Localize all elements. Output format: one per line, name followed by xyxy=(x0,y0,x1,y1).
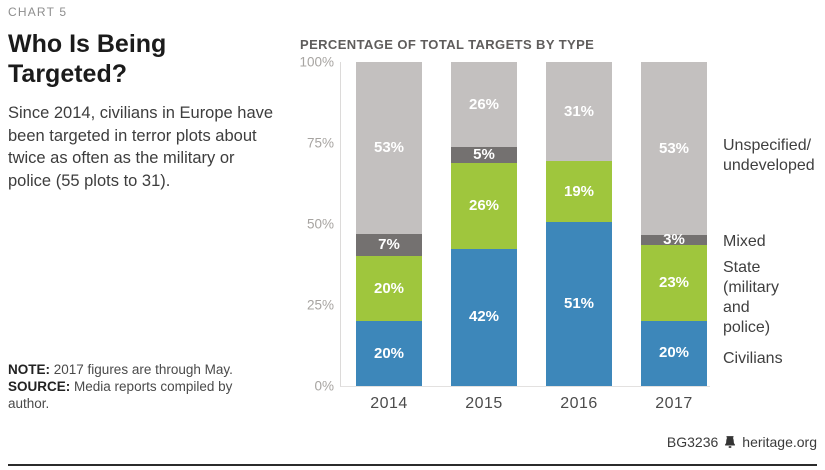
x-axis-label-2017: 2017 xyxy=(655,395,693,412)
stacked-bar-2016: 51% 19% 31% xyxy=(546,62,612,386)
bar-segment-mixed-2014: 7% xyxy=(356,233,422,257)
bar-segment-state-military-and-police-2014: 20% xyxy=(356,256,422,322)
y-axis-tick-75: 75% xyxy=(306,135,334,151)
y-axis-tick-50: 50% xyxy=(306,216,334,232)
bar-segment-state-military-and-police-2017: 23% xyxy=(641,245,707,321)
document-id: BG3236 xyxy=(666,434,719,450)
bar-segment-value: 20% xyxy=(373,279,405,297)
bar-segment-value: 19% xyxy=(563,182,595,200)
bar-segment-mixed-2017: 3% xyxy=(641,231,707,249)
y-axis-tick-25: 25% xyxy=(306,297,334,313)
bar-segment-state-military-and-police-2016: 19% xyxy=(546,161,612,223)
note-label: NOTE: xyxy=(8,362,50,377)
legend-label-civilians: Civilians xyxy=(723,350,783,367)
y-axis-tick-0: 0% xyxy=(314,378,334,394)
bar-segment-unspecified-undeveloped-2016: 31% xyxy=(546,62,612,162)
bottom-rule xyxy=(8,464,817,466)
bar-segment-value: 51% xyxy=(563,295,595,313)
bar-segment-mixed-2015: 5% xyxy=(451,146,517,164)
note-text: 2017 figures are through May. xyxy=(53,362,233,377)
x-axis-label-2014: 2014 xyxy=(370,395,408,412)
bar-segment-value: 3% xyxy=(663,231,685,249)
left-panel: CHART 5 Who Is Being Targeted? Since 201… xyxy=(8,5,284,192)
y-axis-tick-100: 100% xyxy=(299,54,334,70)
x-axis-label-2015: 2015 xyxy=(465,395,503,412)
bar-segment-value: 26% xyxy=(468,95,500,113)
stacked-bar-2017: 20% 23% 3% 53% xyxy=(641,62,707,386)
bar-segment-value: 23% xyxy=(658,273,690,291)
source-text: Media reports compiled by author. xyxy=(8,379,233,411)
notes-block: NOTE: 2017 figures are through May. SOUR… xyxy=(8,361,258,412)
bar-segment-value: 53% xyxy=(658,139,690,157)
liberty-bell-icon xyxy=(723,435,737,449)
legend-label-state: State (military and police) xyxy=(723,259,779,336)
bar-segment-value: 31% xyxy=(563,102,595,120)
legend-label-mixed: Mixed xyxy=(723,233,766,250)
x-axis-label-2016: 2016 xyxy=(560,395,598,412)
page-title: Who Is Being Targeted? xyxy=(8,30,167,88)
bar-segment-value: 20% xyxy=(373,344,405,362)
bar-segment-value: 42% xyxy=(468,308,500,326)
stacked-bar-2014: 20% 20% 7% 53% xyxy=(356,62,422,386)
bar-segment-civilians-2017: 20% xyxy=(641,320,707,386)
bar-segment-unspecified-undeveloped-2015: 26% xyxy=(451,62,517,148)
source-line: SOURCE: Media reports compiled by author… xyxy=(8,378,258,412)
bar-segment-unspecified-undeveloped-2014: 53% xyxy=(356,62,422,234)
bar-segment-value: 5% xyxy=(473,146,495,164)
note-line: NOTE: 2017 figures are through May. xyxy=(8,361,258,378)
footer-credit: BG3236 heritage.org xyxy=(667,434,817,450)
chart-title: PERCENTAGE OF TOTAL TARGETS BY TYPE xyxy=(300,37,595,52)
bar-segment-civilians-2014: 20% xyxy=(356,321,422,386)
stacked-bar-2015: 42% 26% 5% 26% xyxy=(451,62,517,386)
bar-segment-value: 7% xyxy=(378,236,400,254)
bar-segment-civilians-2015: 42% xyxy=(451,248,517,386)
source-label: SOURCE: xyxy=(8,379,71,394)
bar-segment-value: 53% xyxy=(373,138,405,156)
stacked-bar-plot: 100% 75% 50% 25% 0% 20% 20% 7% 53% 2014 42% 26% 5% 26… xyxy=(299,55,814,413)
legend-label-unspecified: Unspecified/ undeveloped xyxy=(723,137,815,174)
bar-segment-unspecified-undeveloped-2017: 53% xyxy=(641,62,707,236)
site-link[interactable]: heritage.org xyxy=(742,434,817,450)
chart-description: Since 2014, civilians in Europe have bee… xyxy=(8,104,274,190)
bar-segment-value: 20% xyxy=(658,344,690,362)
bar-segment-state-military-and-police-2015: 26% xyxy=(451,163,517,249)
bar-segment-civilians-2016: 51% xyxy=(546,222,612,386)
chart-number-label: CHART 5 xyxy=(8,5,68,19)
bar-segment-value: 26% xyxy=(468,197,500,214)
